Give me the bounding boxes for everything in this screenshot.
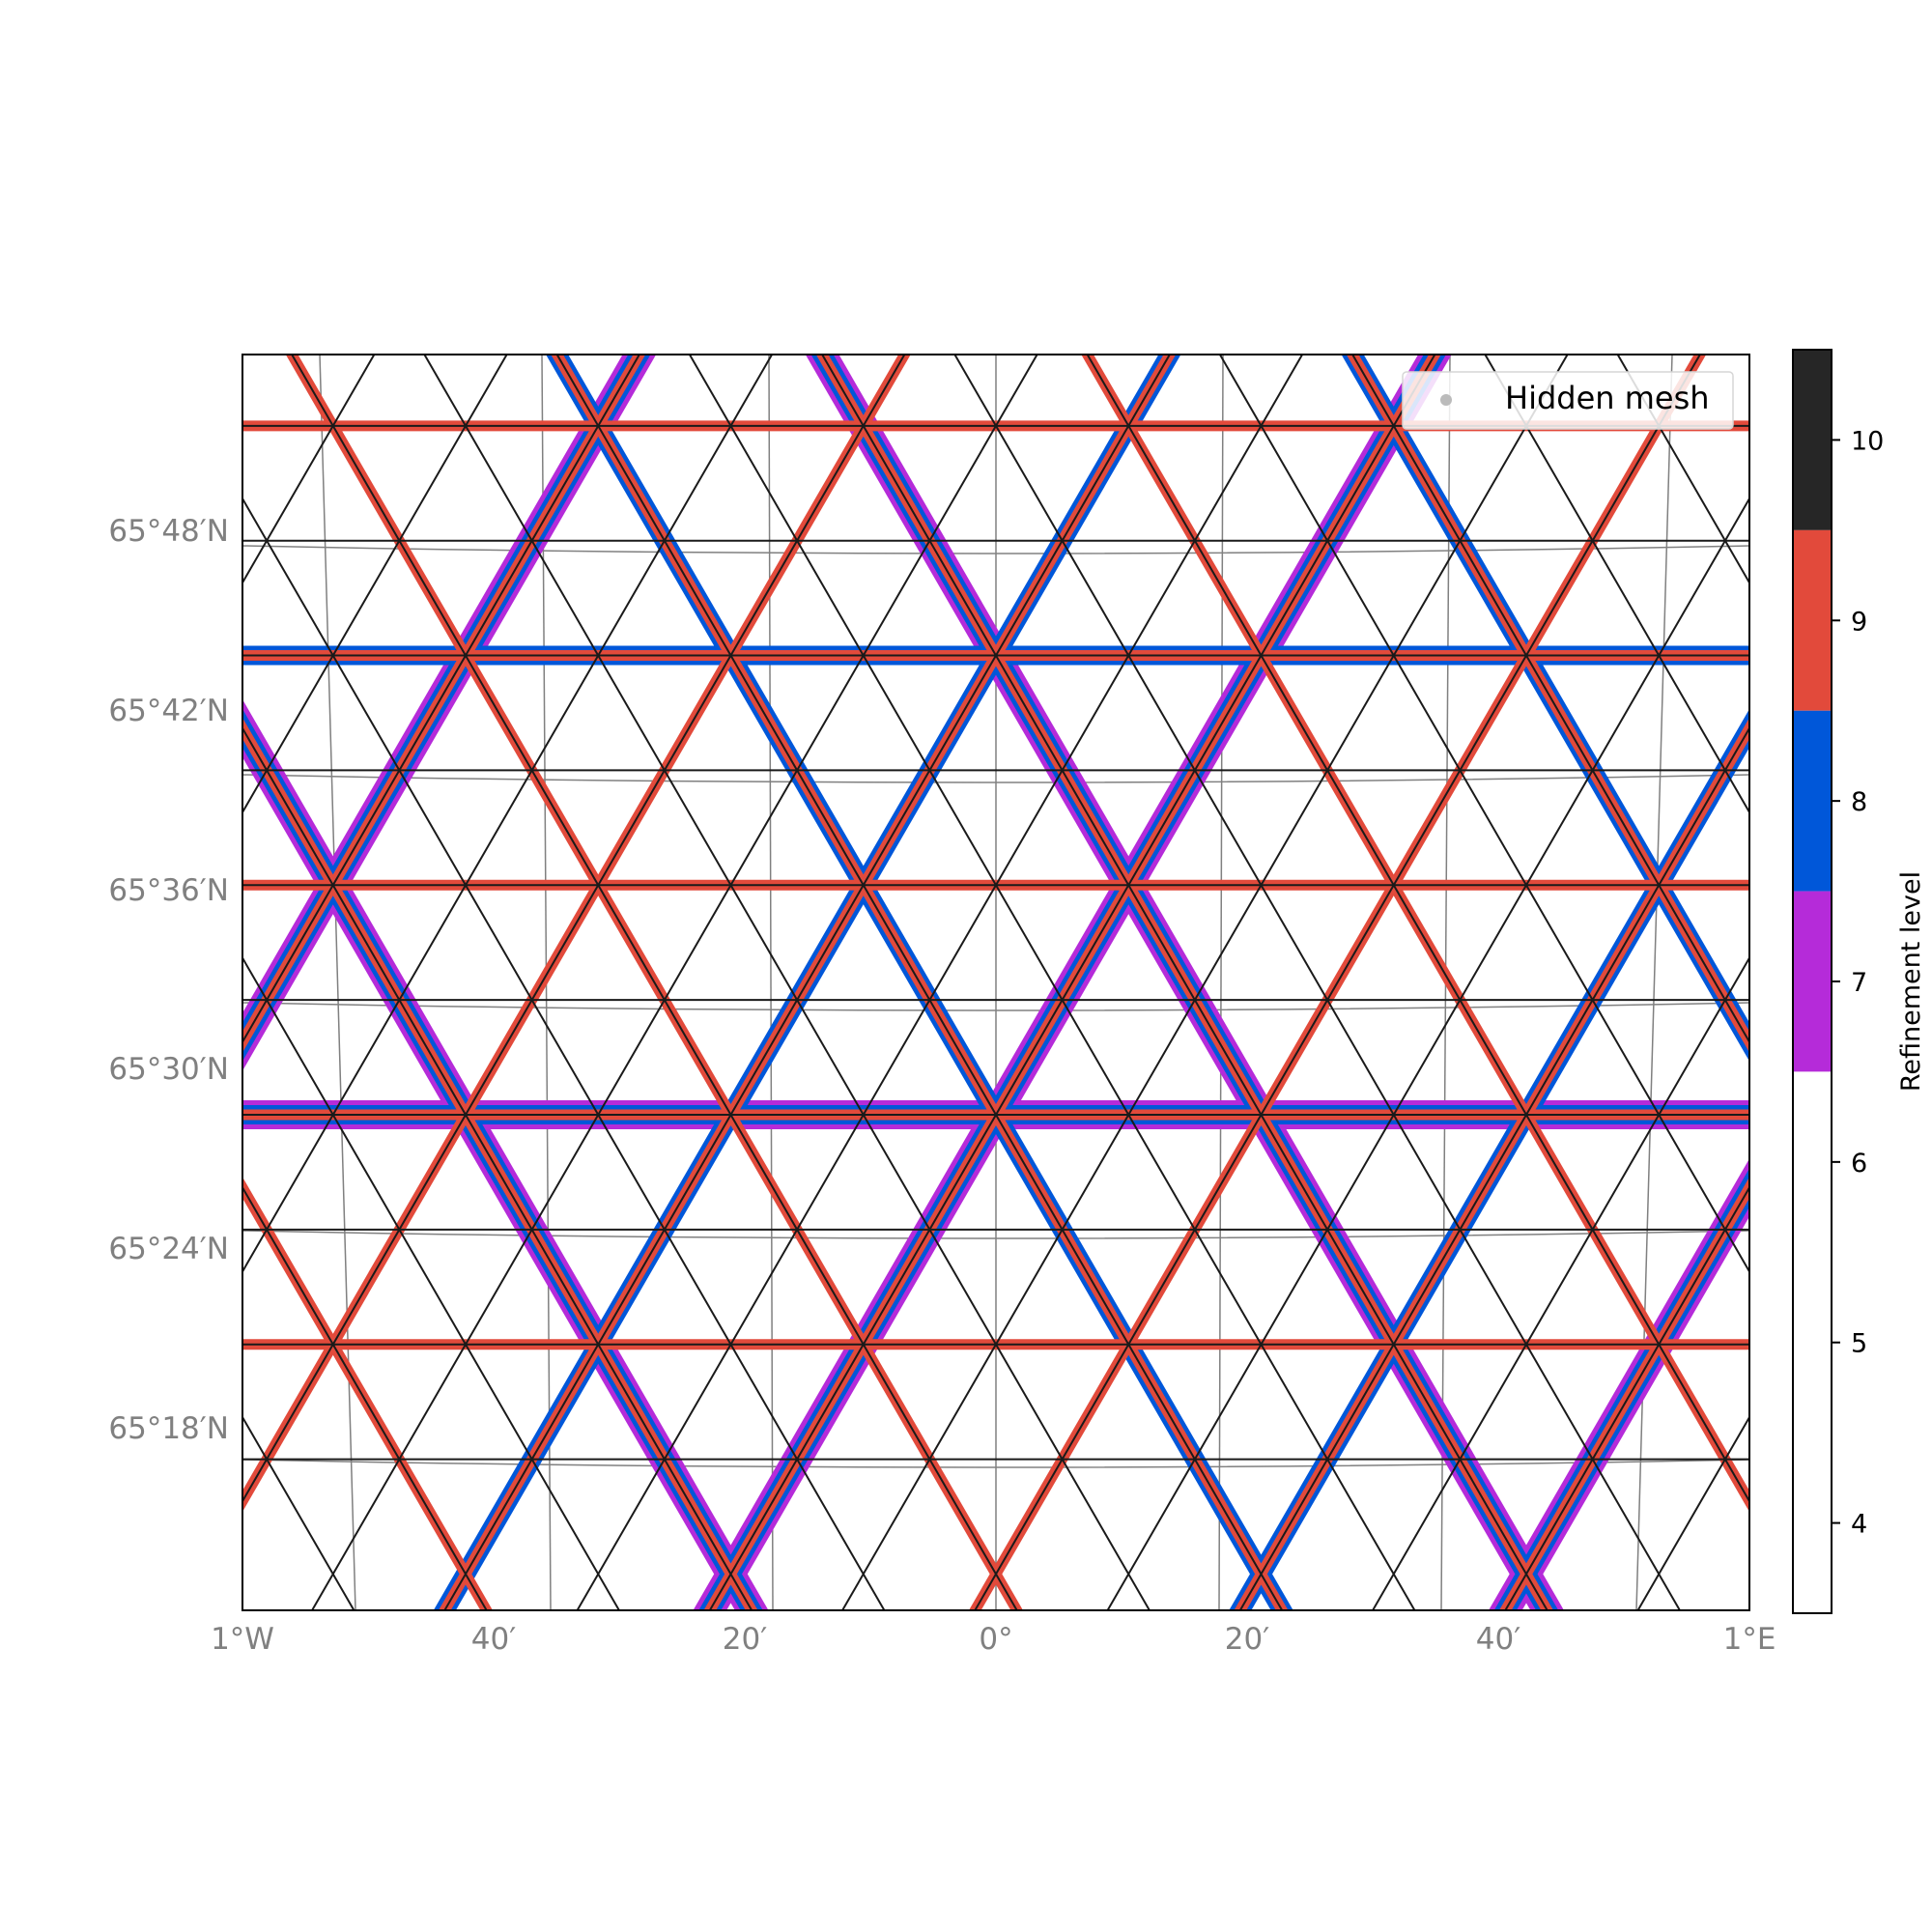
colorbar-segment-level-5	[1793, 1252, 1832, 1434]
graticule-meridian	[319, 355, 356, 1610]
mesh-edge	[242, 355, 906, 1504]
lon-tick-label: 20′	[1225, 1622, 1270, 1657]
colorbar-label: Refinement level	[1896, 871, 1926, 1092]
lat-tick-label: 65°48′N	[108, 514, 229, 549]
colorbar-tick-label: 6	[1851, 1149, 1867, 1179]
colorbar-segment-level-10	[1793, 350, 1832, 530]
colorbar-segment-level-9	[1793, 529, 1832, 711]
colorbar-tick-label: 7	[1851, 968, 1867, 998]
colorbar-tick-label: 4	[1851, 1510, 1867, 1540]
colorbar-tick-label: 8	[1851, 787, 1867, 817]
lon-tick-label: 1°W	[211, 1622, 274, 1657]
legend[interactable]: Hidden mesh	[1402, 371, 1734, 430]
mesh-edge	[1350, 355, 1749, 1044]
colorbar-segment-level-4	[1793, 1433, 1832, 1613]
graticule-meridian	[768, 355, 774, 1610]
colorbar-tick-label: 5	[1851, 1329, 1867, 1359]
mesh-edge	[1218, 355, 1749, 1274]
colorbar-segment-level-6	[1793, 1071, 1832, 1253]
longitude-ticks: 1°W 40′ 20′ 0° 20′ 40′ 1°E	[211, 1622, 1776, 1657]
lon-tick-label: 40′	[471, 1622, 517, 1657]
map-frame	[242, 354, 1750, 1611]
mesh-edge	[242, 355, 774, 1274]
colorbar-segment-level-8	[1793, 710, 1832, 892]
mesh-edge	[0, 0, 142, 1932]
colorbar-segments	[1793, 350, 1832, 1613]
colorbar: 10 9 8 7 6 5 4 Refinement level	[1792, 349, 1926, 1614]
lat-tick-label: 65°18′N	[108, 1411, 229, 1446]
latitude-ticks: 65°48′N 65°42′N 65°36′N 65°30′N 65°24′N …	[108, 514, 229, 1446]
legend-label: Hidden mesh	[1505, 380, 1710, 416]
legend-box	[1402, 371, 1734, 430]
colorbar-tick-label: 9	[1851, 607, 1867, 637]
lon-tick-label: 1°E	[1723, 1622, 1776, 1657]
lat-tick-label: 65°30′N	[108, 1052, 229, 1087]
mesh-edge	[0, 0, 182, 1932]
mesh-edge	[0, 0, 48, 1932]
colorbar-ticks: 10 9 8 7 6 5 4	[1832, 426, 1884, 1540]
mesh-edge	[242, 355, 641, 1044]
legend-marker-icon	[1440, 394, 1452, 406]
lat-tick-label: 65°42′N	[108, 694, 229, 728]
lon-tick-label: 40′	[1476, 1622, 1521, 1657]
lon-tick-label: 20′	[723, 1622, 768, 1657]
mesh-edge	[1086, 355, 1749, 1504]
lat-tick-label: 65°24′N	[108, 1232, 229, 1266]
graticule-meridian	[1218, 355, 1224, 1610]
colorbar-segment-level-7	[1793, 891, 1832, 1072]
mesh-edge	[0, 0, 10, 1932]
lon-tick-label: 0°	[979, 1622, 1012, 1657]
colorbar-tick-label: 10	[1851, 426, 1884, 456]
refinement-level-9-band	[0, 0, 142, 1932]
lat-tick-label: 65°36′N	[108, 873, 229, 908]
